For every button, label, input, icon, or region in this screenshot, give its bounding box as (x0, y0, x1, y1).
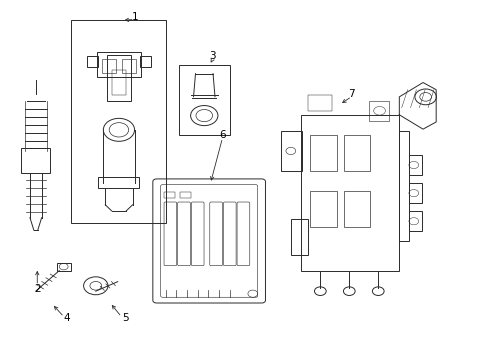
Bar (106, 55, 131, 102)
Bar (407, 211, 421, 231)
Bar (310, 191, 336, 227)
Text: 7: 7 (348, 89, 354, 99)
Bar (21, 148, 50, 173)
Bar (163, 192, 174, 198)
Bar (344, 135, 369, 171)
Bar (399, 131, 407, 241)
Text: 4: 4 (63, 313, 70, 323)
Text: 3: 3 (209, 51, 216, 61)
Text: 2: 2 (34, 284, 41, 294)
Bar (87, 56, 98, 67)
Bar (71, 21, 166, 223)
Bar (368, 101, 388, 121)
Bar (407, 155, 421, 175)
Bar (98, 177, 139, 188)
Bar (290, 219, 307, 255)
Bar (307, 95, 331, 111)
Bar (180, 192, 190, 198)
Bar (97, 52, 141, 77)
Bar (344, 191, 369, 227)
Text: 6: 6 (219, 130, 225, 140)
Bar (111, 70, 126, 95)
Bar (178, 65, 229, 135)
Bar (140, 56, 150, 67)
Bar (57, 263, 70, 271)
Bar (310, 135, 336, 171)
Bar (281, 131, 301, 171)
Bar (122, 59, 136, 73)
Text: 1: 1 (131, 12, 138, 22)
Text: 5: 5 (122, 313, 128, 323)
Bar (300, 115, 399, 271)
Bar (407, 183, 421, 203)
Bar (102, 59, 115, 73)
